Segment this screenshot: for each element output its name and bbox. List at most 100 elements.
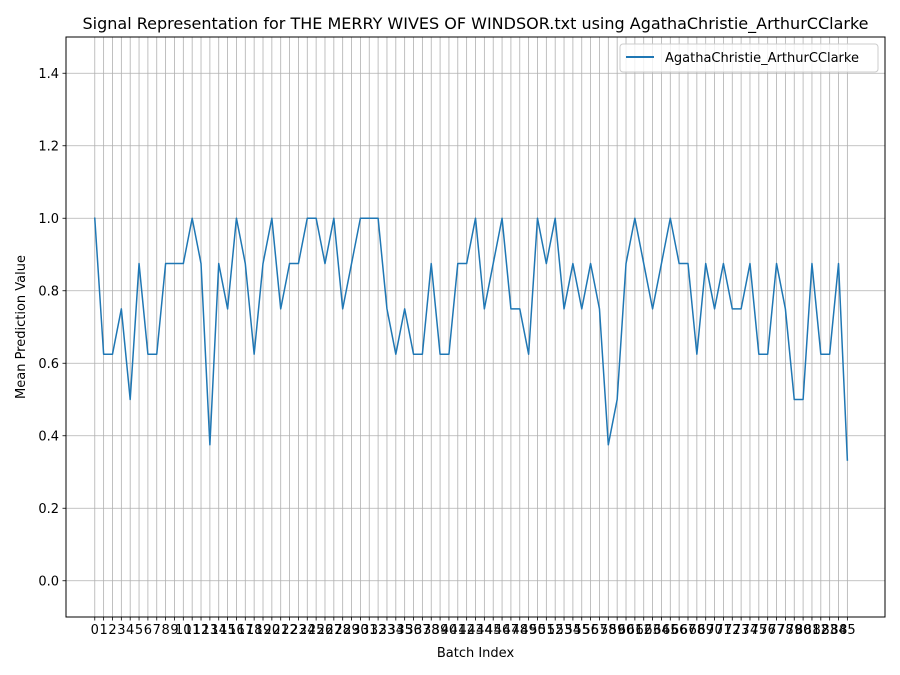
y-tick-label: 0.0 <box>38 574 59 589</box>
x-tick-label: 6 <box>144 623 152 638</box>
x-tick-label: 44 <box>476 623 493 638</box>
x-tick-label: 53 <box>556 623 573 638</box>
x-tick-label: 49 <box>520 623 537 638</box>
x-tick-label: 78 <box>777 623 794 638</box>
x-tick-label: 0 <box>91 623 99 638</box>
x-tick-label: 46 <box>494 623 511 638</box>
x-tick-label: 16 <box>228 623 245 638</box>
y-axis-label: Mean Prediction Value <box>14 255 29 399</box>
x-tick-label: 30 <box>352 623 369 638</box>
x-tick-label: 79 <box>786 623 803 638</box>
x-tick-label: 56 <box>582 623 599 638</box>
x-tick-label: 81 <box>804 623 821 638</box>
x-tick-label: 68 <box>689 623 706 638</box>
x-tick-label: 73 <box>733 623 750 638</box>
x-tick-label: 15 <box>219 623 236 638</box>
legend-label: AgathaChristie_ArthurCClarke <box>665 51 859 66</box>
legend: AgathaChristie_ArthurCClarke <box>619 43 879 73</box>
y-tick-label: 1.4 <box>38 67 59 82</box>
x-tick-label: 1 <box>99 623 107 638</box>
x-tick-label: 39 <box>432 623 449 638</box>
x-tick-label: 26 <box>317 623 334 638</box>
x-tick-label: 33 <box>379 623 396 638</box>
x-tick-label: 43 <box>467 623 484 638</box>
x-axis-ticks: 0 1 2 3 4 5 6 7 8 9101112131415161718192021222324… <box>91 617 856 638</box>
x-tick-label: 58 <box>600 623 617 638</box>
x-tick-label: 22 <box>281 623 298 638</box>
x-tick-label: 72 <box>724 623 741 638</box>
x-tick-label: 24 <box>299 623 316 638</box>
x-tick-label: 10 <box>175 623 192 638</box>
x-tick-label: 27 <box>326 623 343 638</box>
x-tick-label: 80 <box>795 623 812 638</box>
x-tick-label: 20 <box>264 623 281 638</box>
x-tick-label: 57 <box>591 623 608 638</box>
x-tick-label: 59 <box>609 623 626 638</box>
x-tick-label: 31 <box>361 623 378 638</box>
x-tick-label: 55 <box>573 623 590 638</box>
x-tick-label: 2 <box>108 623 116 638</box>
x-tick-label: 45 <box>485 623 502 638</box>
y-tick-label: 0.8 <box>38 284 59 299</box>
x-tick-label: 37 <box>414 623 431 638</box>
x-tick-label: 34 <box>388 623 405 638</box>
y-tick-label: 1.0 <box>38 212 59 227</box>
x-tick-label: 8 <box>161 623 169 638</box>
x-tick-label: 41 <box>450 623 467 638</box>
x-tick-label: 70 <box>706 623 723 638</box>
x-tick-label: 7 <box>153 623 161 638</box>
x-tick-label: 52 <box>547 623 564 638</box>
x-tick-label: 60 <box>618 623 635 638</box>
x-tick-label: 69 <box>697 623 714 638</box>
x-tick-label: 51 <box>538 623 555 638</box>
y-tick-label: 0.4 <box>38 429 59 444</box>
x-tick-label: 9 <box>170 623 178 638</box>
x-tick-label: 85 <box>839 623 856 638</box>
x-tick-label: 23 <box>290 623 307 638</box>
x-tick-label: 29 <box>343 623 360 638</box>
series-layer <box>93 217 849 461</box>
x-axis-label: Batch Index <box>437 646 515 661</box>
x-tick-label: 19 <box>255 623 272 638</box>
chart-title: Signal Representation for THE MERRY WIVE… <box>83 14 869 34</box>
y-tick-label: 0.2 <box>38 502 59 517</box>
x-tick-label: 13 <box>202 623 219 638</box>
x-tick-label: 66 <box>671 623 688 638</box>
x-tick-label: 18 <box>246 623 263 638</box>
x-tick-label: 17 <box>237 623 254 638</box>
x-tick-label: 42 <box>458 623 475 638</box>
x-tick-label: 25 <box>308 623 325 638</box>
x-tick-label: 54 <box>565 623 582 638</box>
x-tick-label: 36 <box>405 623 422 638</box>
x-tick-label: 3 <box>117 623 125 638</box>
series-line <box>93 217 849 461</box>
x-tick-label: 11 <box>184 623 201 638</box>
x-tick-label: 63 <box>644 623 661 638</box>
y-axis-ticks: 0.0 0.2 0.4 0.6 0.8 1.0 1.2 1.4 <box>38 67 66 589</box>
x-tick-label: 62 <box>635 623 652 638</box>
x-tick-label: 38 <box>423 623 440 638</box>
x-tick-label: 40 <box>441 623 458 638</box>
x-tick-label: 74 <box>742 623 759 638</box>
x-tick-label: 77 <box>768 623 785 638</box>
x-tick-label: 61 <box>627 623 644 638</box>
y-tick-label: 1.2 <box>38 139 59 154</box>
x-tick-label: 32 <box>370 623 387 638</box>
x-tick-label: 71 <box>715 623 732 638</box>
x-tick-label: 82 <box>813 623 830 638</box>
x-tick-label: 84 <box>830 623 847 638</box>
x-tick-label: 76 <box>759 623 776 638</box>
x-tick-label: 67 <box>680 623 697 638</box>
x-tick-label: 65 <box>662 623 679 638</box>
x-tick-label: 35 <box>396 623 413 638</box>
grid-lines <box>66 37 885 617</box>
x-tick-label: 47 <box>503 623 520 638</box>
x-tick-label: 5 <box>135 623 143 638</box>
x-tick-label: 21 <box>272 623 289 638</box>
x-tick-label: 4 <box>126 623 134 638</box>
x-tick-label: 12 <box>193 623 210 638</box>
x-tick-label: 14 <box>210 623 227 638</box>
x-tick-label: 48 <box>511 623 528 638</box>
x-tick-label: 83 <box>821 623 838 638</box>
